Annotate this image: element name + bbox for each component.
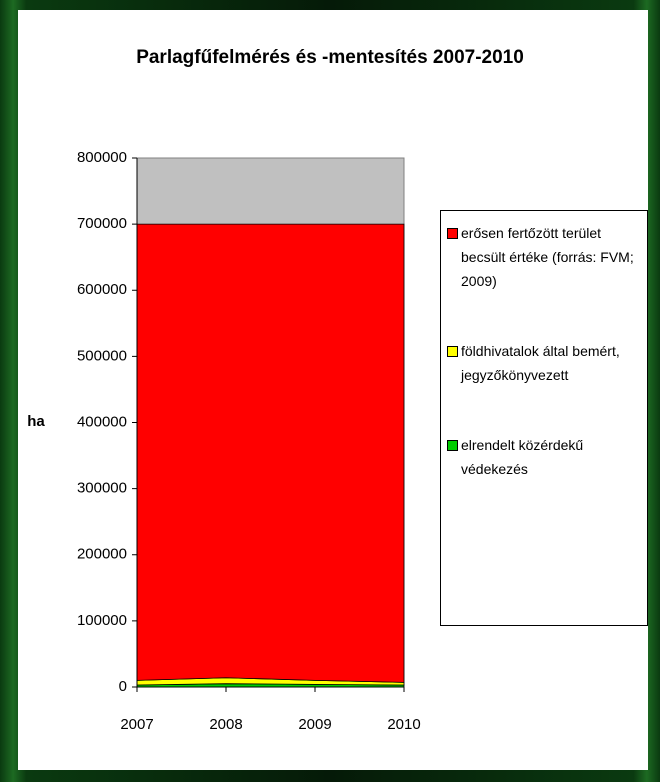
chart-title: Parlagfűfelmérés és -mentesítés 2007-201… bbox=[136, 47, 524, 68]
legend-label: erősen fertőzött terület becsült értéke … bbox=[461, 225, 634, 289]
y-tick-label: 0 bbox=[119, 678, 127, 695]
x-tick-label: 2008 bbox=[209, 716, 242, 733]
y-tick-label: 100000 bbox=[77, 612, 127, 629]
legend-item: földhivatalok által bemért, jegyzőkönyve… bbox=[447, 339, 641, 387]
legend-label: földhivatalok által bemért, jegyzőkönyve… bbox=[461, 343, 620, 383]
x-tick-label: 2010 bbox=[387, 716, 420, 733]
y-tick-label: 800000 bbox=[77, 149, 127, 166]
legend-label: elrendelt közérdekű védekezés bbox=[461, 437, 584, 477]
legend-swatch bbox=[447, 346, 458, 357]
y-tick-label: 300000 bbox=[77, 480, 127, 497]
y-tick-label: 700000 bbox=[77, 215, 127, 232]
y-tick-label: 500000 bbox=[77, 347, 127, 364]
y-tick-label: 600000 bbox=[77, 281, 127, 298]
legend-swatch bbox=[447, 228, 458, 239]
legend: erősen fertőzött terület becsült értéke … bbox=[440, 210, 648, 626]
legend-item: erősen fertőzött terület becsült értéke … bbox=[447, 221, 641, 293]
x-tick-label: 2007 bbox=[120, 716, 153, 733]
x-tick-label: 2009 bbox=[298, 716, 331, 733]
legend-item: elrendelt közérdekű védekezés bbox=[447, 433, 641, 481]
area bbox=[136, 223, 405, 683]
y-tick-label: 200000 bbox=[77, 546, 127, 563]
y-axis-label: ha bbox=[27, 413, 45, 430]
legend-swatch bbox=[447, 440, 458, 451]
y-tick-label: 400000 bbox=[77, 413, 127, 430]
